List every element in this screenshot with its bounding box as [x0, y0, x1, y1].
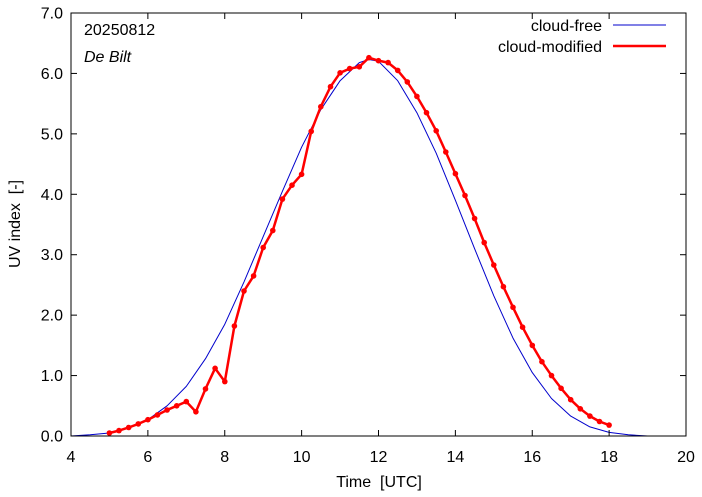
y-tick-label: 6.0 [41, 66, 63, 83]
data-point [193, 409, 199, 415]
data-point [289, 182, 295, 188]
data-point [587, 413, 593, 419]
data-point [443, 149, 449, 155]
data-point [231, 323, 238, 329]
legend-label-cloud-modified: cloud-modified [498, 39, 602, 56]
data-point [404, 79, 411, 85]
x-tick-label: 14 [446, 449, 464, 466]
series-layer [70, 54, 667, 437]
x-tick-label: 8 [220, 449, 229, 466]
data-point [596, 418, 603, 425]
data-point [471, 215, 478, 222]
data-point [375, 57, 382, 64]
y-tick-label: 7.0 [41, 6, 63, 23]
data-point [145, 416, 151, 423]
data-point [241, 288, 247, 294]
data-point [548, 372, 555, 379]
data-point [298, 171, 305, 178]
data-point [529, 342, 536, 349]
data-point [385, 59, 391, 66]
data-point [308, 128, 315, 135]
data-point [173, 403, 180, 409]
data-point [510, 304, 516, 311]
data-point [260, 244, 267, 251]
data-point [366, 54, 372, 61]
data-point [270, 227, 276, 234]
data-point [577, 406, 584, 412]
y-axis-label: UV index [-] [7, 180, 24, 268]
data-point [183, 398, 190, 405]
data-point [539, 358, 545, 365]
data-point [125, 424, 132, 431]
data-point [356, 64, 363, 70]
data-point [606, 422, 612, 428]
data-point [414, 93, 420, 100]
x-tick-label: 20 [677, 449, 695, 466]
data-point [222, 378, 228, 385]
data-point [164, 407, 170, 413]
x-tick-label: 10 [293, 449, 311, 466]
data-point [500, 283, 507, 290]
x-tick-label: 4 [67, 449, 76, 466]
data-point [337, 70, 343, 76]
data-point [250, 273, 257, 279]
data-point [423, 109, 430, 116]
data-point [106, 430, 113, 436]
y-tick-label: 2.0 [41, 308, 63, 325]
axis-ticks: 4 6 8 10 12 14 16 18 20 0.0 1.0 2.0 3.0 4.0 5.0 6.0 7.0 [41, 6, 695, 467]
x-tick-label: 6 [143, 449, 152, 466]
station-annotation: De Bilt [84, 49, 132, 66]
data-point [558, 385, 564, 392]
legend: cloud-free cloud-modified [498, 18, 666, 56]
data-point [346, 65, 353, 72]
data-point [318, 103, 324, 110]
y-tick-label: 3.0 [41, 247, 63, 264]
x-tick-label: 16 [523, 449, 541, 466]
data-point [462, 192, 468, 199]
data-point [433, 128, 440, 134]
date-annotation: 20250812 [84, 22, 155, 39]
x-axis-label: Time [UTC] [336, 474, 422, 491]
legend-label-cloud-free: cloud-free [531, 18, 602, 35]
x-tick-label: 12 [370, 449, 388, 466]
data-point [154, 412, 161, 418]
y-tick-label: 1.0 [41, 368, 63, 385]
data-point [481, 239, 488, 246]
data-point [491, 262, 497, 268]
y-tick-label: 5.0 [41, 126, 63, 143]
data-point [519, 324, 526, 331]
data-point [327, 83, 334, 90]
data-point [202, 386, 209, 392]
data-point [452, 170, 459, 177]
data-point [135, 421, 142, 427]
x-tick-label: 18 [600, 449, 618, 466]
data-point [394, 67, 401, 74]
y-tick-label: 0.0 [41, 429, 63, 446]
data-point [212, 365, 218, 372]
data-point [279, 196, 286, 202]
y-tick-label: 4.0 [41, 187, 63, 204]
data-point [567, 396, 574, 403]
data-point [116, 427, 122, 434]
